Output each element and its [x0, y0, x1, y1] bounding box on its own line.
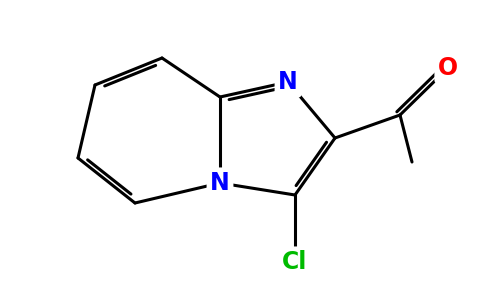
Text: Cl: Cl — [282, 250, 308, 274]
Text: N: N — [210, 171, 230, 195]
Text: N: N — [278, 70, 298, 94]
Text: O: O — [438, 56, 458, 80]
